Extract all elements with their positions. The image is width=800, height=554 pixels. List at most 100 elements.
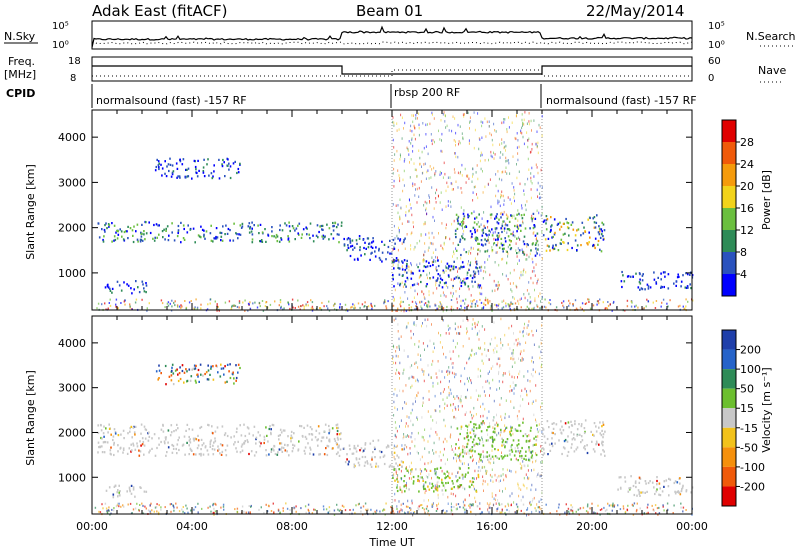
noise-cell (517, 299, 519, 303)
data-cell (466, 436, 469, 439)
noise-cell (452, 286, 454, 289)
data-cell (241, 225, 244, 228)
noise-cell (526, 200, 528, 203)
clutter-cell (412, 511, 415, 514)
clutter-cell (606, 508, 608, 511)
data-cell (287, 435, 289, 438)
data-cell (108, 423, 110, 426)
noise-cell (449, 327, 451, 330)
clutter-cell (234, 508, 236, 511)
data-cell (519, 450, 522, 453)
noise-cell (536, 304, 538, 307)
noise-cell (455, 417, 457, 420)
data-cell (216, 236, 219, 239)
noise-cell (428, 304, 430, 307)
data-cell (130, 287, 132, 290)
noise-cell (398, 226, 399, 230)
data-cell (594, 450, 596, 453)
noise-cell (471, 428, 473, 431)
data-cell (581, 439, 584, 442)
noise-cell (497, 238, 498, 241)
noise-cell (508, 510, 510, 513)
data-cell (132, 426, 135, 429)
noise-cell (537, 430, 539, 434)
data-cell (521, 446, 523, 450)
data-cell (636, 494, 638, 497)
data-cell (682, 484, 684, 487)
data-cell (583, 431, 586, 435)
data-cell (209, 232, 212, 235)
data-cell (642, 491, 644, 494)
data-cell (232, 371, 234, 374)
data-cell (523, 213, 525, 216)
clutter-cell (268, 505, 270, 508)
clutter-cell (101, 303, 103, 306)
noise-cell (474, 321, 476, 325)
velocity-ylabel: Slant Range [km] (24, 370, 37, 466)
noise-cell (484, 480, 486, 483)
noise-cell (526, 332, 528, 335)
data-cell (322, 237, 325, 240)
noise-cell (540, 300, 542, 303)
data-cell (563, 440, 566, 443)
data-cell (621, 270, 623, 274)
clutter-cell (134, 507, 137, 510)
data-cell (233, 435, 235, 438)
data-cell (187, 167, 190, 170)
data-cell (119, 494, 121, 497)
noise-cell (450, 425, 452, 429)
velocity-data (94, 316, 694, 517)
noise-cell (442, 390, 444, 394)
data-cell (273, 444, 275, 448)
noise-cell (461, 132, 463, 135)
data-cell (602, 449, 604, 452)
noise-cell (407, 452, 409, 456)
noise-cell (420, 472, 422, 475)
data-cell (115, 231, 117, 234)
noise-cell (449, 237, 451, 241)
noise-cell (450, 403, 451, 407)
noise-cell (503, 121, 505, 124)
clutter-cell (555, 306, 558, 309)
data-cell (548, 443, 551, 446)
noise-cell (471, 480, 473, 484)
noise-cell (539, 192, 541, 195)
data-cell (572, 437, 575, 440)
noise-cell (531, 182, 533, 185)
noise-cell (464, 446, 466, 449)
noise-cell (446, 440, 448, 443)
clutter-cell (264, 305, 267, 308)
data-cell (231, 372, 234, 375)
data-cell (156, 158, 158, 161)
clutter-cell (115, 505, 118, 508)
noise-cell (470, 247, 472, 251)
data-cell (212, 240, 214, 243)
data-cell (617, 488, 619, 491)
data-cell (248, 231, 251, 234)
data-cell (167, 239, 170, 242)
noise-cell (536, 166, 538, 169)
data-cell (482, 421, 485, 424)
data-cell (174, 369, 177, 372)
data-cell (378, 249, 380, 252)
data-cell (502, 456, 505, 459)
data-cell (546, 218, 549, 221)
clutter-cell (259, 305, 261, 308)
clutter-cell (157, 511, 160, 514)
clutter-cell (611, 509, 613, 512)
noise-cell (458, 466, 460, 469)
colorbar-swatch (722, 388, 736, 409)
noise-cell (462, 445, 464, 448)
data-cell (280, 238, 283, 241)
data-cell (204, 237, 206, 240)
data-cell (601, 444, 604, 447)
data-cell (391, 260, 394, 264)
noise-cell (450, 264, 452, 268)
data-cell (481, 229, 484, 232)
data-cell (392, 238, 395, 242)
data-cell (288, 240, 291, 243)
noise-cell (509, 385, 511, 388)
data-cell (104, 286, 107, 289)
data-cell (455, 443, 457, 446)
clutter-cell (245, 511, 247, 514)
